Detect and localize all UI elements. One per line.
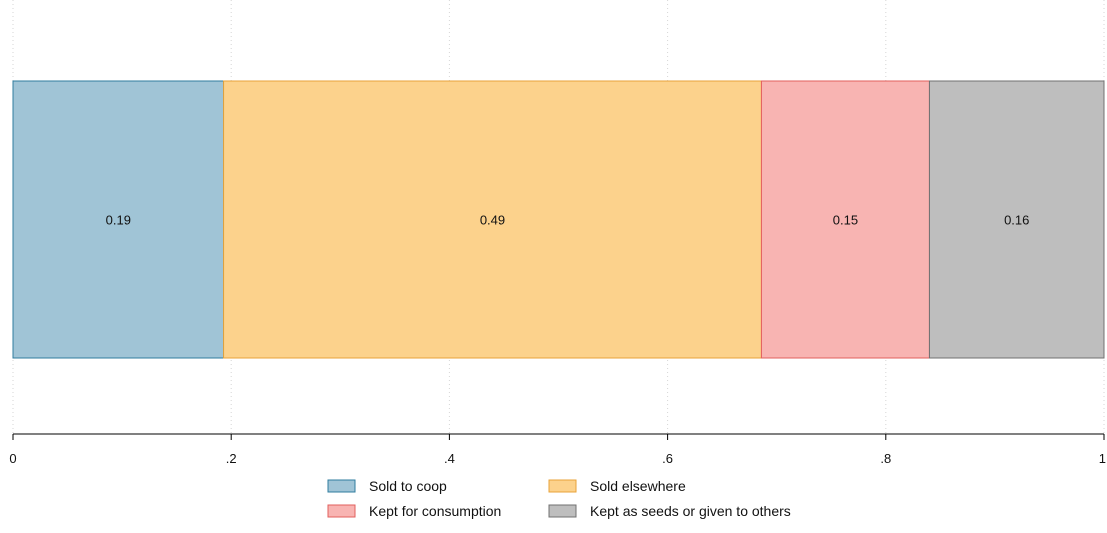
legend-swatch [548, 479, 577, 493]
bar-segment-2 [223, 80, 762, 359]
data-label: 0.16 [1004, 213, 1029, 228]
legend-label: Kept as seeds or given to others [590, 503, 791, 519]
bar-segment-4 [928, 80, 1105, 359]
x-tick-label: .2 [226, 451, 237, 466]
x-axis: 0 .2 .4 .6 .8 1 [9, 433, 1106, 466]
x-tick-label: 1 [1099, 451, 1106, 466]
bar-segment-1 [12, 80, 225, 359]
x-tick-label: .8 [880, 451, 891, 466]
data-label: 0.15 [833, 213, 858, 228]
legend-swatch [327, 504, 356, 518]
data-label: 0.19 [106, 213, 131, 228]
legend-label: Sold to coop [369, 478, 447, 494]
legend-swatch [548, 504, 577, 518]
x-tick-label: .6 [662, 451, 673, 466]
x-tick-label: 0 [9, 451, 16, 466]
bar-segment-3 [760, 80, 930, 359]
legend: Sold to coop Sold elsewhere Kept for consu… [327, 478, 791, 519]
legend-swatch [327, 479, 356, 493]
data-label: 0.49 [480, 213, 505, 228]
legend-label: Sold elsewhere [590, 478, 686, 494]
legend-label: Kept for consumption [369, 503, 501, 519]
bar-segments: 0.19 0.49 0.15 0.16 [12, 80, 1105, 359]
x-tick-label: .4 [444, 451, 455, 466]
